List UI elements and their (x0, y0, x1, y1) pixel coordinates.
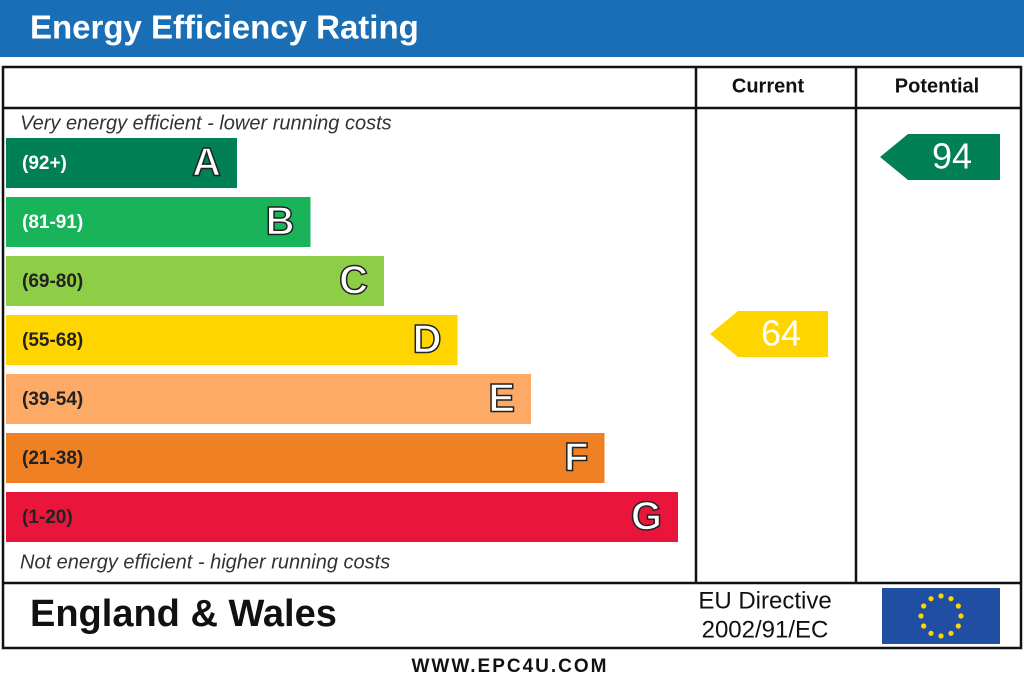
bottom-note: Not energy efficient - higher running co… (20, 551, 390, 573)
band-range: (21-38) (22, 448, 83, 469)
eu-stars (918, 593, 964, 639)
star (928, 630, 934, 636)
band-bar (6, 138, 237, 188)
band-letter: D (413, 318, 442, 362)
band-letter: A (192, 141, 221, 185)
star (948, 630, 954, 636)
column-header: Current (732, 75, 805, 97)
star (921, 623, 927, 629)
star (921, 603, 927, 609)
band-letter: F (564, 436, 588, 480)
star (955, 603, 961, 609)
star (958, 613, 964, 619)
band-bar (6, 256, 384, 306)
title: Energy Efficiency Rating (30, 9, 419, 46)
directive: 2002/91/EC (702, 616, 829, 643)
website: WWW.EPC4U.COM (412, 656, 609, 677)
band-bar (6, 315, 458, 365)
rating-value: 94 (932, 136, 972, 177)
region: England & Wales (30, 593, 337, 635)
band-letter: E (488, 377, 515, 421)
band-bar (6, 492, 678, 542)
star (938, 633, 944, 639)
rating-arrow (880, 134, 1000, 180)
band-letter: C (339, 259, 368, 303)
rating-arrow (710, 311, 828, 357)
star (948, 596, 954, 602)
band-letter: G (631, 495, 662, 539)
top-note: Very energy efficient - lower running co… (20, 112, 392, 134)
star (928, 596, 934, 602)
band-bar (6, 433, 605, 483)
band-letter: B (266, 200, 295, 244)
star (918, 613, 924, 619)
band-range: (39-54) (22, 389, 83, 410)
star (938, 593, 944, 599)
star (955, 623, 961, 629)
frame (1, 65, 1023, 650)
rating-value: 64 (761, 313, 801, 354)
band-range: (92+) (22, 153, 67, 174)
band-bar (6, 374, 531, 424)
band-range: (69-80) (22, 271, 83, 292)
band-range: (81-91) (22, 212, 83, 233)
title-bar (0, 0, 1024, 57)
directive: EU Directive (698, 587, 831, 614)
band-range: (55-68) (22, 330, 83, 351)
band-bar (6, 197, 311, 247)
column-header: Potential (895, 75, 979, 97)
band-range: (1-20) (22, 507, 73, 528)
